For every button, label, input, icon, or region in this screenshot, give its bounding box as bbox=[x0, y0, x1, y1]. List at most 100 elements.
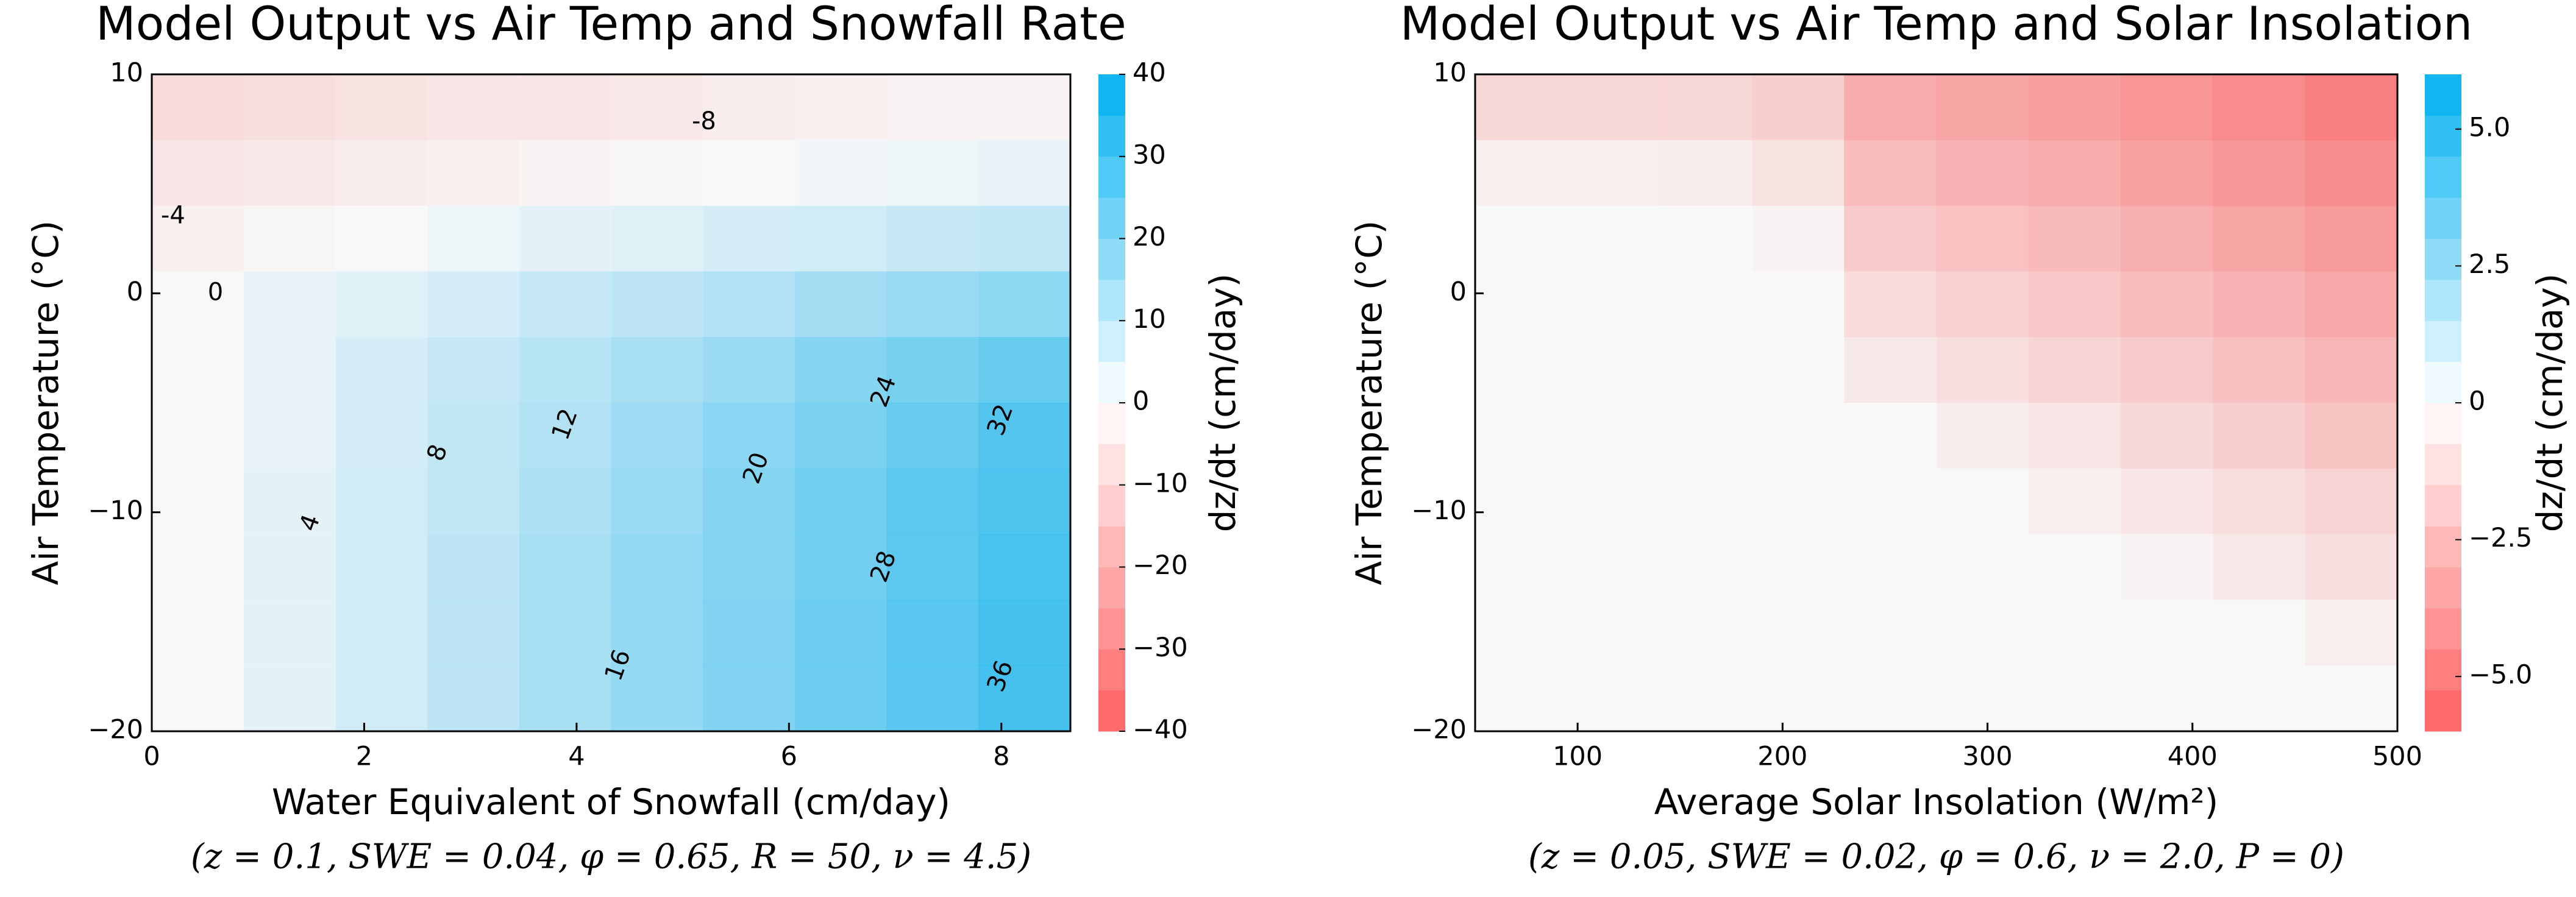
colorbar-band bbox=[2425, 279, 2461, 321]
heat-cell bbox=[427, 534, 520, 600]
heat-cell bbox=[1936, 665, 2029, 732]
heat-cell bbox=[1475, 205, 1568, 272]
heat-cell bbox=[152, 403, 244, 469]
heat-cell bbox=[427, 205, 520, 272]
heat-cell bbox=[1567, 468, 1660, 535]
colorbar-band bbox=[2425, 649, 2461, 691]
colorbar-band bbox=[2425, 156, 2461, 198]
heat-cell bbox=[152, 140, 244, 207]
x-tick-label: 200 bbox=[1757, 742, 1807, 772]
heat-cell bbox=[1659, 468, 1752, 535]
heat-cell bbox=[2305, 468, 2398, 535]
heat-cell bbox=[1844, 665, 1937, 732]
heat-cell bbox=[978, 468, 1071, 535]
heat-cell bbox=[1936, 140, 2029, 207]
colorbar-band bbox=[1098, 156, 1125, 198]
heat-cell bbox=[1567, 534, 1660, 600]
heat-cell bbox=[794, 665, 888, 732]
heat-cell bbox=[886, 271, 979, 338]
colorbar-band bbox=[2425, 484, 2461, 526]
heat-cell bbox=[1936, 271, 2029, 338]
heat-cell bbox=[2213, 600, 2306, 666]
heat-cell bbox=[2305, 534, 2398, 600]
heat-cell bbox=[243, 271, 336, 338]
heat-cell bbox=[1567, 271, 1660, 338]
colorbar-band bbox=[2425, 115, 2461, 157]
colorbar-band bbox=[1098, 690, 1125, 732]
heat-cell bbox=[152, 600, 244, 666]
colorbar-band bbox=[2425, 608, 2461, 650]
y-tick-label: −20 bbox=[88, 715, 143, 745]
colorbar-tick-label: 30 bbox=[1133, 140, 1166, 170]
heat-cell bbox=[335, 337, 428, 403]
plot-frame bbox=[1474, 73, 2399, 732]
heat-cell bbox=[2028, 665, 2121, 732]
heat-cell bbox=[1659, 74, 1752, 141]
heat-cell bbox=[2121, 665, 2213, 732]
heat-cell bbox=[978, 205, 1071, 272]
heat-cell bbox=[2028, 205, 2121, 272]
heat-cell bbox=[1567, 205, 1660, 272]
heat-cell bbox=[519, 468, 611, 535]
heat-cell bbox=[152, 271, 244, 338]
heat-cell bbox=[335, 74, 428, 141]
heat-cell bbox=[335, 468, 428, 535]
heat-cell bbox=[1844, 468, 1937, 535]
heat-cell bbox=[886, 665, 979, 732]
heat-cell bbox=[703, 665, 795, 732]
colorbar-band bbox=[2425, 444, 2461, 486]
colorbar-band bbox=[1098, 361, 1125, 403]
colorbar-band bbox=[2425, 526, 2461, 567]
heat-cell bbox=[1936, 337, 2029, 403]
heat-cell bbox=[1936, 74, 2029, 141]
heat-cell bbox=[427, 600, 520, 666]
subtitle: (z = 0.1, SWE = 0.04, φ = 0.65, R = 50, … bbox=[191, 837, 1031, 877]
heat-cell bbox=[1844, 74, 1937, 141]
x-tick-label: 2 bbox=[356, 742, 372, 772]
heat-cell bbox=[1844, 600, 1937, 666]
heat-cell bbox=[2305, 665, 2398, 732]
heat-cell bbox=[794, 403, 888, 469]
heat-cell bbox=[1751, 271, 1845, 338]
heat-cell bbox=[243, 74, 336, 141]
y-tick-label: −10 bbox=[1411, 495, 1467, 526]
colorbar-band bbox=[2425, 361, 2461, 403]
heat-cell bbox=[978, 403, 1071, 469]
heat-cell bbox=[1475, 74, 1568, 141]
heat-cell bbox=[519, 600, 611, 666]
heat-cell bbox=[2028, 337, 2121, 403]
heat-cell bbox=[611, 271, 703, 338]
heat-cell bbox=[519, 271, 611, 338]
heat-cell bbox=[427, 140, 520, 207]
colorbar-label: dz/dt (cm/day) bbox=[2529, 274, 2571, 533]
heat-cell bbox=[2028, 534, 2121, 600]
y-tick-label: −10 bbox=[88, 495, 143, 526]
heat-cell bbox=[794, 337, 888, 403]
colorbar-band bbox=[1098, 649, 1125, 691]
heat-cell bbox=[978, 337, 1071, 403]
heat-cell bbox=[978, 271, 1071, 338]
heat-cell bbox=[1844, 337, 1937, 403]
heat-cell bbox=[1844, 403, 1937, 469]
heat-cell bbox=[611, 140, 703, 207]
heat-cell bbox=[335, 665, 428, 732]
heat-cell bbox=[243, 337, 336, 403]
x-tick-label: 8 bbox=[993, 742, 1009, 772]
heat-cell bbox=[1475, 665, 1568, 732]
heat-cell bbox=[794, 600, 888, 666]
heat-cell bbox=[703, 403, 795, 469]
heat-cell bbox=[886, 140, 979, 207]
colorbar-band bbox=[1098, 74, 1125, 116]
colorbar-band bbox=[1098, 526, 1125, 567]
heat-cell bbox=[703, 205, 795, 272]
heat-cell bbox=[2305, 600, 2398, 666]
heat-cell bbox=[1844, 205, 1937, 272]
heat-cell bbox=[152, 534, 244, 600]
heat-cell bbox=[2213, 534, 2306, 600]
colorbar-tick-label: −30 bbox=[1133, 633, 1188, 663]
heat-cell bbox=[611, 665, 703, 732]
heat-cell bbox=[427, 337, 520, 403]
y-tick-label: 0 bbox=[1450, 277, 1467, 307]
x-tick-label: 500 bbox=[2372, 742, 2422, 772]
colorbar-band bbox=[2425, 321, 2461, 363]
